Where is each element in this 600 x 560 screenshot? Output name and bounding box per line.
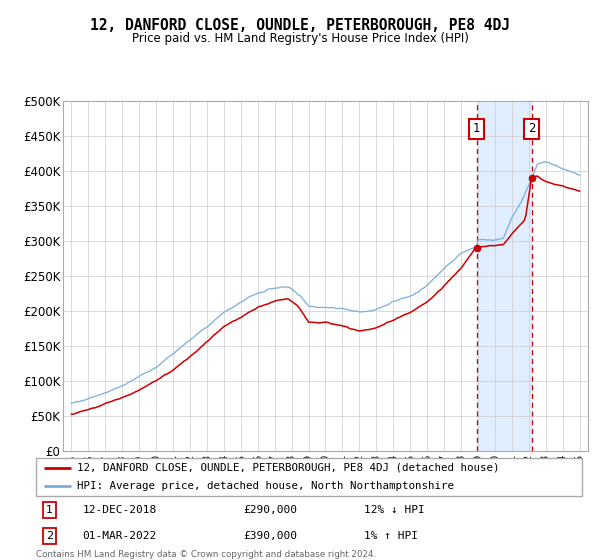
Text: 2: 2 [528, 122, 535, 136]
Text: 1: 1 [46, 505, 53, 515]
Text: HPI: Average price, detached house, North Northamptonshire: HPI: Average price, detached house, Nort… [77, 481, 454, 491]
Text: 2: 2 [46, 531, 53, 541]
Text: 12% ↓ HPI: 12% ↓ HPI [364, 505, 424, 515]
Text: 12, DANFORD CLOSE, OUNDLE, PETERBOROUGH, PE8 4DJ: 12, DANFORD CLOSE, OUNDLE, PETERBOROUGH,… [90, 18, 510, 33]
Text: 12, DANFORD CLOSE, OUNDLE, PETERBOROUGH, PE8 4DJ (detached house): 12, DANFORD CLOSE, OUNDLE, PETERBOROUGH,… [77, 463, 499, 473]
Text: Contains HM Land Registry data © Crown copyright and database right 2024.
This d: Contains HM Land Registry data © Crown c… [36, 550, 376, 560]
Bar [476, 101, 532, 451]
Text: 12-DEC-2018: 12-DEC-2018 [82, 505, 157, 515]
Text: £290,000: £290,000 [244, 505, 298, 515]
Text: 01-MAR-2022: 01-MAR-2022 [82, 531, 157, 541]
Text: £390,000: £390,000 [244, 531, 298, 541]
Text: Price paid vs. HM Land Registry's House Price Index (HPI): Price paid vs. HM Land Registry's House … [131, 32, 469, 45]
Text: 1: 1 [473, 122, 481, 136]
FancyBboxPatch shape [36, 458, 582, 496]
Text: 1% ↑ HPI: 1% ↑ HPI [364, 531, 418, 541]
